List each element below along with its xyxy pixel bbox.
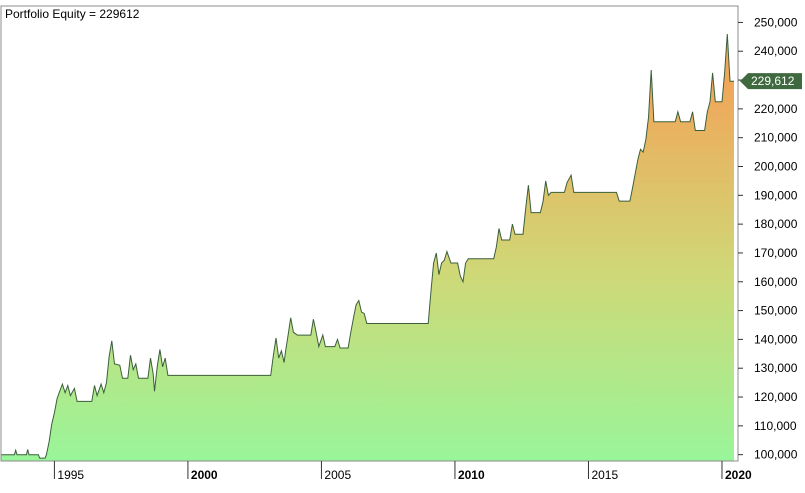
y-tick-label: 140,000 (754, 332, 798, 346)
equity-line (1, 33, 734, 459)
y-tick-label: 250,000 (754, 15, 798, 29)
y-tick-label: 220,000 (754, 102, 798, 116)
y-tick-label: 190,000 (754, 188, 798, 202)
x-tick-label: 2020 (725, 468, 752, 482)
last-value-tag-shape (740, 73, 802, 90)
x-tick-label: 2010 (458, 468, 485, 482)
y-tick-label: 130,000 (754, 361, 798, 375)
x-tick-label: 2000 (191, 468, 218, 482)
chart-title: Portfolio Equity = 229612 (5, 7, 140, 21)
y-tick-label: 200,000 (754, 160, 798, 174)
equity-area (1, 34, 734, 461)
x-axis: 1995 2000 2005 2010 2015 2020 (53, 461, 752, 482)
y-tick-label: 240,000 (754, 44, 798, 58)
y-tick-label: 160,000 (754, 275, 798, 289)
plot-border (0, 5, 739, 462)
y-tick-label: 110,000 (754, 419, 797, 433)
y-tick-label: 210,000 (754, 131, 798, 145)
y-tick-label: 170,000 (754, 246, 798, 260)
x-tick-label: 2005 (324, 468, 351, 482)
x-tick-label: 1995 (57, 468, 84, 482)
y-axis: 100,000 110,000 120,000 130,000 140,000 150,0… (738, 15, 798, 462)
last-value-label: 229,612 (751, 74, 795, 88)
x-tick-label: 2015 (591, 468, 618, 482)
y-tick-label: 150,000 (754, 304, 798, 318)
y-tick-label: 100,000 (754, 448, 798, 462)
last-value-marker: 229,612 (740, 73, 802, 90)
y-tick-label: 120,000 (754, 390, 798, 404)
y-tick-label: 180,000 (754, 217, 798, 231)
